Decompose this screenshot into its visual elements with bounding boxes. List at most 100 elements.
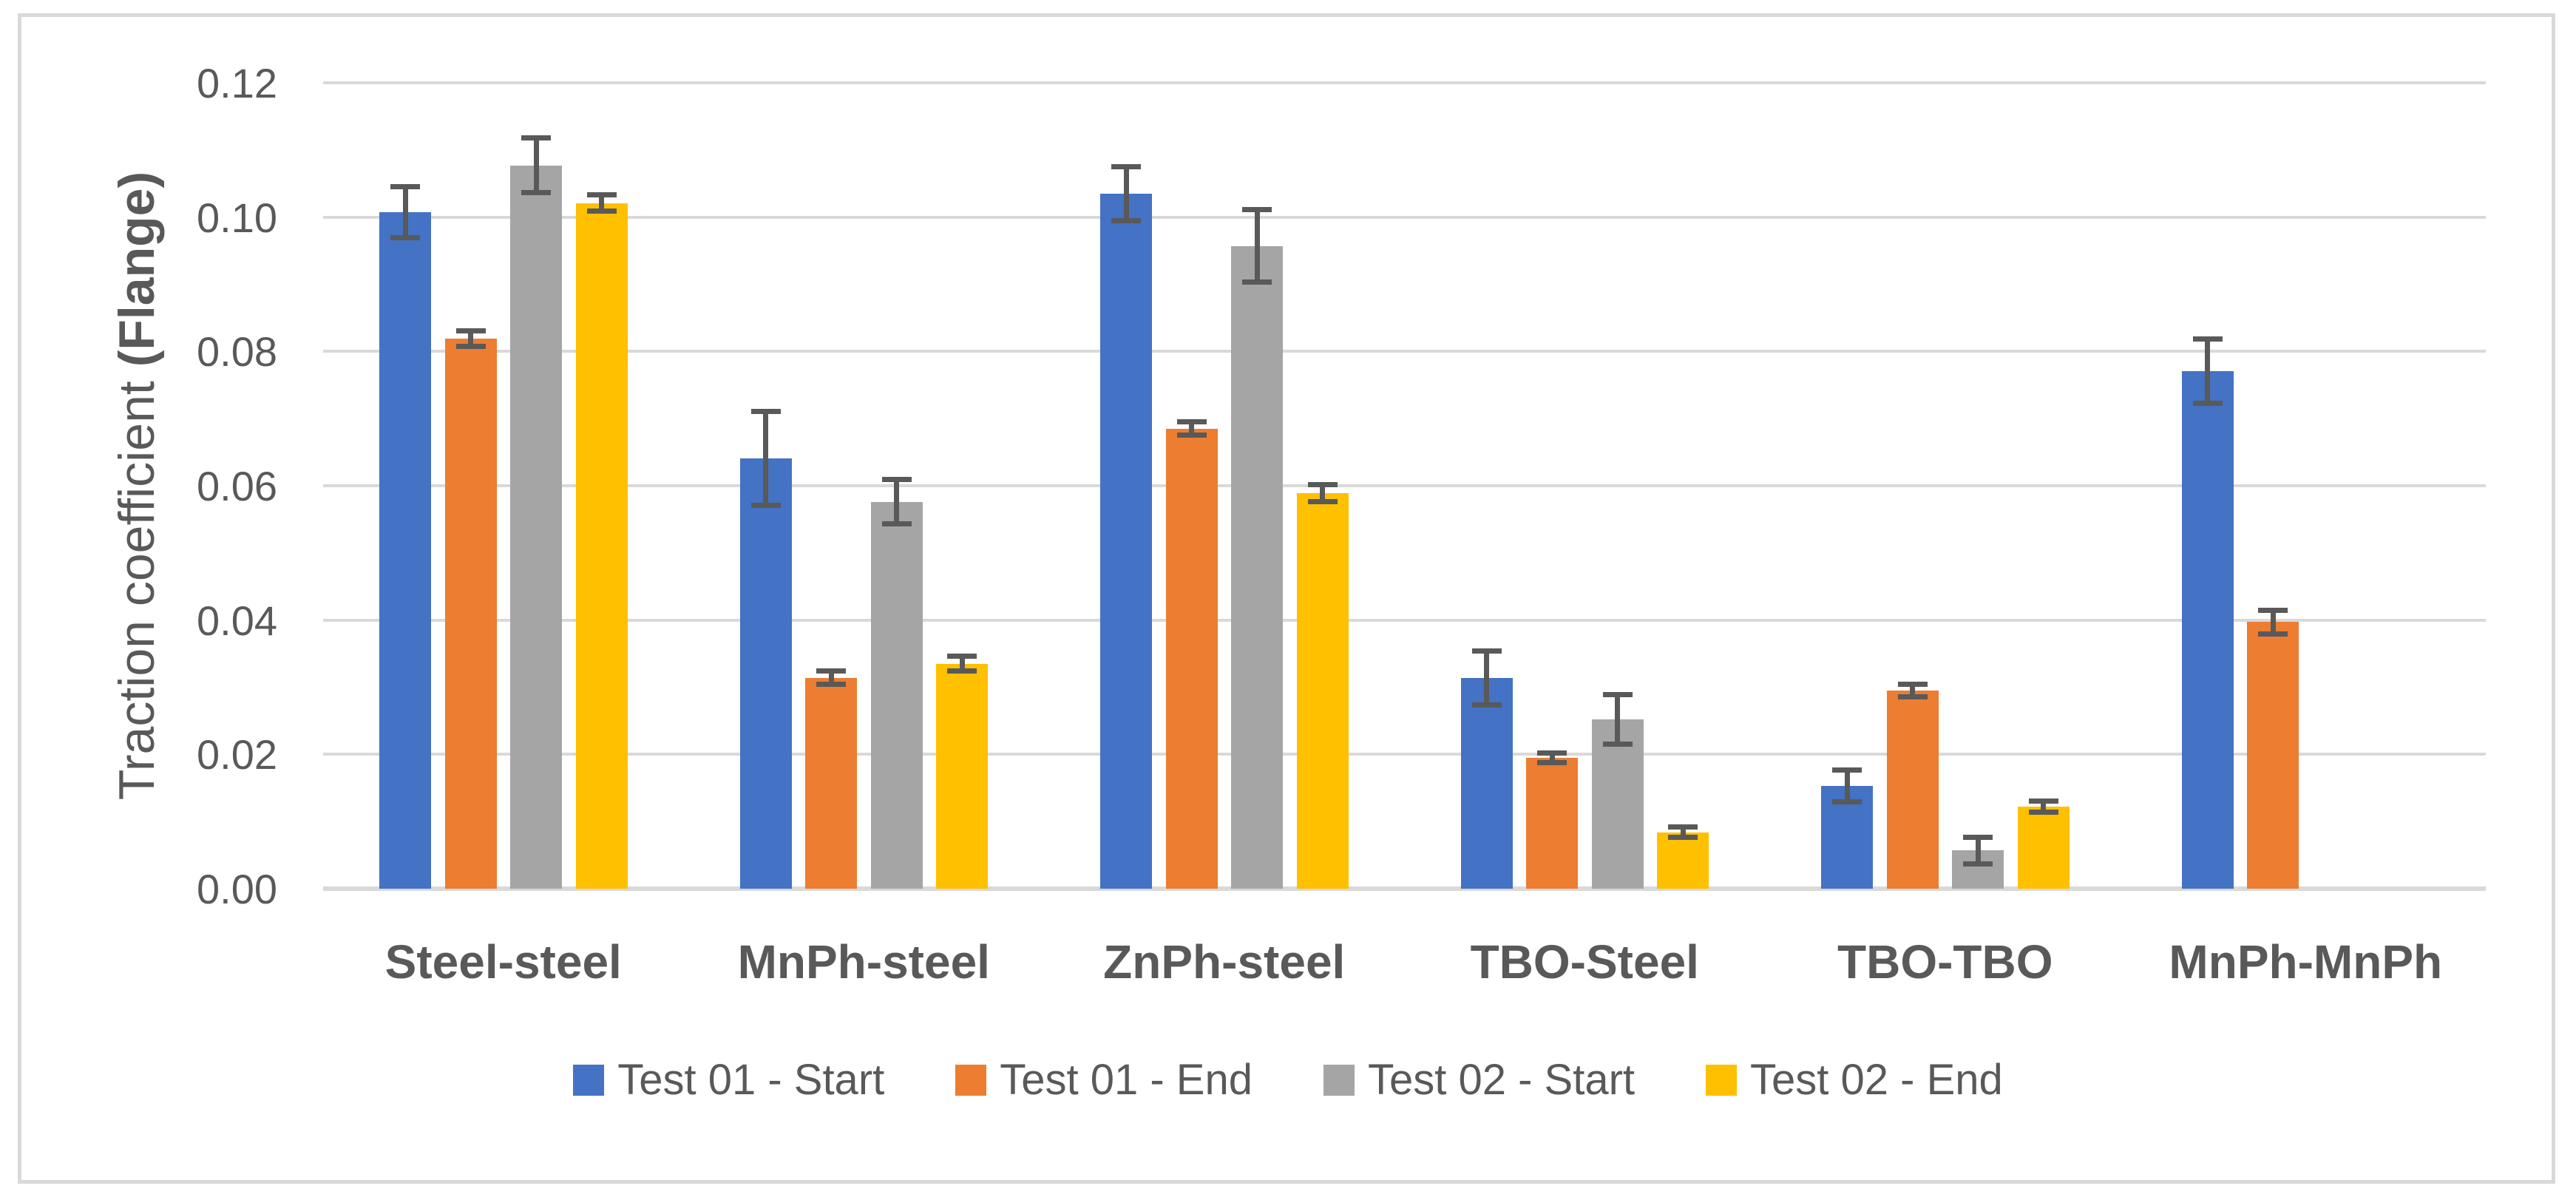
error-bar-cap-bottom-test-02-end-znph-steel	[1307, 499, 1338, 505]
error-bar-cap-bottom-test-01-start-znph-steel	[1111, 217, 1141, 223]
error-bar-test-02-end-znph-steel	[1320, 484, 1325, 502]
bar-test-01-start-mnph-mnph	[2181, 370, 2234, 889]
y-tick-label-0.10: 0.10	[197, 194, 277, 241]
x-axis-line	[323, 886, 2486, 891]
category-label-tbo-steel: TBO-Steel	[1470, 935, 1699, 989]
y-tick-label-0.12: 0.12	[197, 60, 277, 106]
y-tick-label-0.00: 0.00	[197, 866, 277, 912]
legend: Test 01 - Start Test 01 - End Test 02 - St…	[0, 1059, 2576, 1102]
error-bar-cap-bottom-test-02-start-mnph-steel	[881, 521, 912, 527]
error-bar-cap-top-test-01-end-tbo-steel	[1537, 750, 1567, 756]
bar-test-01-end-znph-steel	[1165, 428, 1218, 889]
y-tick-label-0.08: 0.08	[197, 328, 277, 376]
legend-item-test-01-start: Test 01 - Start	[573, 1059, 884, 1102]
error-bar-test-01-end-mnph-mnph	[2270, 610, 2276, 634]
error-bar-cap-top-test-02-end-tbo-tbo	[2028, 798, 2058, 804]
bar-test-01-end-mnph-mnph	[2247, 622, 2299, 889]
error-bar-cap-bottom-test-02-start-tbo-tbo	[1963, 861, 1993, 867]
bar-test-01-end-tbo-tbo	[1886, 691, 1939, 889]
error-bar-test-02-start-steel-steel	[533, 138, 539, 193]
error-bar-cap-top-test-02-end-steel-steel	[586, 192, 617, 198]
legend-swatch-test-01-start	[573, 1065, 605, 1096]
error-bar-cap-bottom-test-02-end-tbo-tbo	[2028, 809, 2058, 815]
gridline	[323, 618, 2486, 622]
error-bar-cap-top-test-02-end-tbo-steel	[1668, 824, 1698, 830]
error-bar-test-02-end-mnph-steel	[959, 656, 965, 671]
legend-swatch-test-02-start	[1323, 1065, 1355, 1096]
error-bar-cap-top-test-01-end-mnph-mnph	[2258, 607, 2288, 613]
error-bar-cap-top-test-01-start-tbo-steel	[1471, 648, 1502, 654]
bar-test-02-start-mnph-steel	[870, 501, 923, 889]
error-bar-cap-top-test-01-end-tbo-tbo	[1897, 682, 1928, 688]
error-bar-test-02-start-tbo-steel	[1615, 694, 1620, 745]
gridline	[323, 484, 2486, 487]
legend-label-test-02-end: Test 02 - End	[1750, 1056, 2003, 1104]
error-bar-test-01-start-mnph-steel	[763, 411, 768, 506]
error-bar-cap-bottom-test-01-end-tbo-tbo	[1897, 694, 1928, 699]
bar-test-01-start-steel-steel	[379, 212, 431, 889]
error-bar-cap-bottom-test-01-end-mnph-mnph	[2258, 631, 2288, 637]
error-bar-cap-bottom-test-01-end-znph-steel	[1176, 433, 1207, 438]
y-tick-label-0.04: 0.04	[197, 597, 277, 644]
gridline	[323, 81, 2486, 84]
bar-test-02-end-mnph-steel	[936, 663, 988, 889]
legend-label-test-02-start: Test 02 - Start	[1368, 1056, 1636, 1104]
error-bar-cap-bottom-test-02-end-tbo-steel	[1668, 835, 1698, 841]
error-bar-cap-top-test-02-end-mnph-steel	[947, 654, 977, 659]
error-bar-cap-top-test-02-start-steel-steel	[521, 135, 551, 140]
y-tick-label-0.02: 0.02	[197, 731, 277, 779]
error-bar-test-02-start-znph-steel	[1254, 209, 1260, 282]
bar-test-01-end-tbo-steel	[1526, 757, 1578, 889]
error-bar-test-01-start-mnph-mnph	[2205, 339, 2210, 404]
error-bar-cap-top-test-02-end-znph-steel	[1307, 481, 1338, 487]
legend-label-test-01-start: Test 01 - Start	[617, 1056, 885, 1104]
bar-test-01-start-znph-steel	[1100, 193, 1152, 889]
error-bar-cap-bottom-test-01-start-tbo-steel	[1471, 702, 1502, 708]
bar-test-02-start-tbo-steel	[1591, 719, 1644, 889]
chart-frame	[18, 13, 2555, 1184]
gridline	[323, 350, 2486, 353]
bar-test-02-end-steel-steel	[575, 203, 628, 889]
error-bar-cap-top-test-01-start-znph-steel	[1111, 164, 1141, 170]
error-bar-cap-bottom-test-02-start-znph-steel	[1242, 279, 1272, 285]
error-bar-test-01-end-mnph-steel	[828, 671, 834, 685]
error-bar-cap-top-test-02-start-tbo-tbo	[1963, 834, 1993, 840]
error-bar-cap-bottom-test-01-start-steel-steel	[390, 235, 420, 241]
error-bar-test-01-end-steel-steel	[468, 330, 473, 347]
bar-test-01-start-tbo-steel	[1460, 677, 1513, 889]
legend-item-test-02-end: Test 02 - End	[1706, 1059, 2003, 1102]
error-bar-test-02-end-steel-steel	[599, 194, 604, 211]
error-bar-test-01-end-tbo-steel	[1549, 753, 1555, 763]
error-bar-cap-top-test-02-start-znph-steel	[1242, 207, 1272, 213]
category-label-tbo-tbo: TBO-TBO	[1837, 935, 2053, 989]
bar-test-02-start-znph-steel	[1231, 245, 1283, 889]
error-bar-test-01-start-steel-steel	[402, 186, 408, 238]
legend-swatch-test-01-end	[955, 1065, 987, 1096]
error-bar-cap-top-test-01-start-tbo-tbo	[1832, 767, 1862, 773]
legend-item-test-02-start: Test 02 - Start	[1323, 1059, 1635, 1102]
legend-label-test-01-end: Test 01 - End	[1000, 1056, 1253, 1104]
bar-test-02-end-tbo-steel	[1657, 832, 1709, 889]
error-bar-test-01-start-znph-steel	[1123, 166, 1129, 221]
bar-test-01-start-mnph-steel	[739, 458, 792, 889]
error-bar-test-02-end-tbo-steel	[1680, 827, 1686, 838]
bar-test-01-end-mnph-steel	[805, 677, 857, 889]
error-bar-cap-bottom-test-02-end-mnph-steel	[947, 668, 977, 674]
error-bar-cap-bottom-test-02-start-steel-steel	[521, 190, 551, 196]
error-bar-cap-bottom-test-02-start-tbo-steel	[1602, 742, 1633, 747]
category-label-mnph-mnph: MnPh-MnPh	[2169, 935, 2443, 989]
bar-test-02-end-tbo-tbo	[2017, 807, 2070, 889]
category-label-mnph-steel: MnPh-steel	[737, 935, 990, 989]
category-label-steel-steel: Steel-steel	[384, 935, 622, 989]
error-bar-cap-bottom-test-01-start-tbo-tbo	[1832, 799, 1862, 805]
error-bar-cap-top-test-01-start-mnph-steel	[750, 408, 781, 414]
gridline	[323, 753, 2486, 756]
error-bar-test-01-end-tbo-tbo	[1910, 684, 1915, 697]
error-bar-test-01-end-znph-steel	[1189, 421, 1194, 435]
error-bar-cap-bottom-test-02-end-steel-steel	[586, 208, 617, 214]
error-bar-cap-bottom-test-01-end-tbo-steel	[1537, 759, 1567, 765]
plot-area	[323, 81, 2486, 891]
error-bar-cap-bottom-test-01-end-mnph-steel	[816, 682, 846, 688]
error-bar-test-02-start-tbo-tbo	[1975, 837, 1981, 864]
